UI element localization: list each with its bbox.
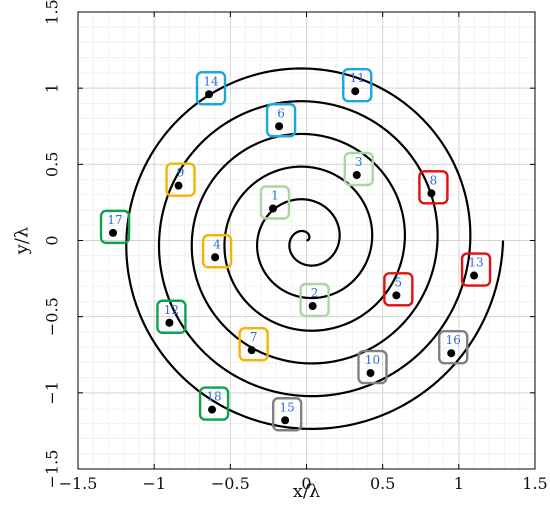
marker-1: 1 [259, 185, 291, 220]
marker-box [418, 170, 449, 205]
marker-dot [447, 349, 456, 358]
marker-4: 4 [201, 234, 233, 269]
marker-label: 2 [311, 286, 319, 300]
marker-label: 10 [365, 353, 380, 367]
marker-18: 18 [198, 386, 230, 421]
marker-dot [211, 253, 220, 262]
marker-dot [281, 416, 290, 425]
marker-13: 13 [460, 252, 492, 287]
marker-box [99, 209, 131, 245]
marker-17: 17 [99, 209, 131, 245]
x-tick-label: 0.5 [370, 474, 395, 493]
marker-dot [268, 204, 277, 213]
y-tick-label: 1.5 [43, 0, 62, 25]
y-axis-label: y/λ [12, 227, 33, 256]
marker-label: 17 [107, 213, 122, 227]
marker-label: 13 [468, 256, 483, 270]
y-tick-label: 0.5 [43, 152, 62, 177]
marker-7: 7 [238, 326, 269, 362]
axis-ticks: −1.5 −1 −0.5 0 0.5 1 1.5 −1.5 −1 −0.5 0 0.5 1 1.5 [43, 0, 548, 493]
marker-label: 16 [446, 333, 461, 347]
marker-8: 8 [418, 170, 449, 205]
marker-box [195, 71, 227, 106]
marker-2: 2 [299, 282, 330, 318]
marker-box [201, 234, 233, 269]
x-tick-label: −1 [142, 474, 166, 493]
marker-box [265, 103, 297, 138]
marker-box [259, 185, 291, 220]
marker-15: 15 [271, 397, 303, 432]
x-tick-label: 1 [454, 474, 464, 493]
marker-box [357, 349, 388, 385]
marker-box [238, 326, 269, 362]
marker-box [271, 397, 303, 432]
marker-dot [275, 122, 284, 131]
marker-10: 10 [357, 349, 388, 385]
marker-5: 5 [383, 272, 414, 307]
marker-label: 14 [203, 74, 219, 88]
marker-label: 7 [250, 330, 258, 344]
marker-box [156, 299, 187, 334]
marker-label: 3 [355, 155, 363, 169]
marker-label: 12 [164, 303, 179, 317]
marker-label: 6 [277, 106, 285, 120]
marker-16: 16 [438, 330, 469, 365]
spiral-curve [125, 67, 505, 430]
marker-box [460, 252, 492, 287]
x-tick-label: −1.5 [59, 474, 98, 493]
marker-dot [247, 346, 256, 355]
marker-14: 14 [195, 71, 227, 106]
y-tick-label: 1 [43, 83, 62, 93]
marker-6: 6 [265, 103, 297, 138]
marker-dot [351, 87, 360, 96]
y-tick-label: −0.5 [43, 297, 62, 336]
marker-label: 9 [177, 166, 185, 180]
marker-label: 8 [430, 173, 438, 187]
marker-dot [427, 189, 436, 198]
marker-label: 15 [280, 400, 295, 414]
marker-dot [208, 405, 217, 414]
x-tick-label: −0.5 [211, 474, 250, 493]
marker-box [343, 151, 374, 187]
marker-label: 11 [350, 71, 365, 85]
marker-dot [308, 302, 317, 311]
y-tick-label: 0 [43, 235, 62, 245]
marker-dot [392, 291, 401, 300]
marker-box [299, 282, 330, 318]
marker-dot [470, 271, 479, 280]
marker-dot [366, 369, 375, 378]
marker-11: 11 [342, 68, 373, 103]
marker-box [198, 386, 230, 421]
marker-box [383, 272, 414, 307]
marker-9: 9 [165, 162, 196, 197]
marker-label: 18 [206, 390, 221, 404]
marker-label: 5 [395, 275, 403, 289]
marker-dot [109, 228, 118, 237]
marker-12: 12 [156, 299, 187, 334]
marker-dot [174, 181, 183, 190]
marker-dot [205, 90, 214, 99]
y-tick-label: −1 [43, 381, 62, 405]
marker-box [165, 162, 196, 197]
marker-dot [352, 170, 361, 179]
marker-box [342, 68, 373, 103]
x-tick-label: 1.5 [522, 474, 547, 493]
marker-label: 4 [213, 237, 221, 251]
x-tick-label: 0 [301, 474, 311, 493]
marker-3: 3 [343, 151, 374, 187]
y-tick-label: −1.5 [43, 450, 62, 489]
marker-dot [165, 318, 174, 327]
marker-box [438, 330, 469, 365]
x-axis-label: x/λ [293, 481, 321, 502]
marker-label: 1 [271, 189, 279, 203]
